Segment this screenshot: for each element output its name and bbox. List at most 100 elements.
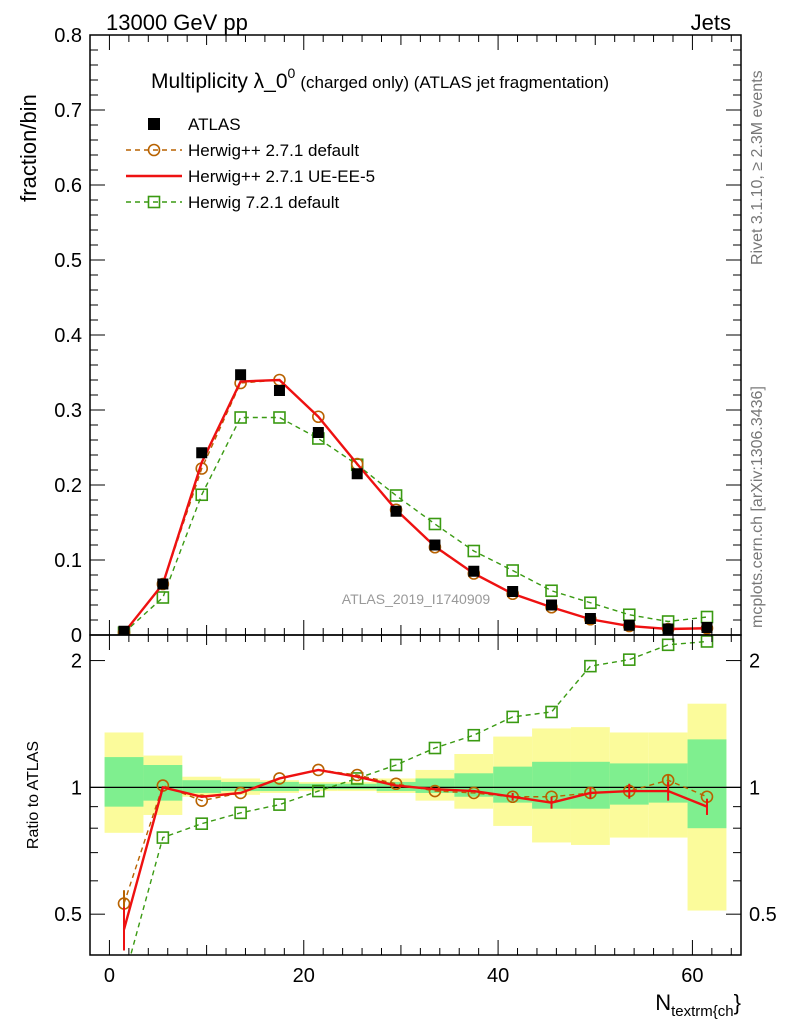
main-data-data-marker [662, 623, 674, 635]
ratio-band-inner [570, 761, 610, 809]
main-square-dashed-square-marker [234, 411, 247, 424]
ratio-y-axis: 0.5 0.5 1 1 2 2 [54, 651, 777, 927]
ratio-square-dashed-square-marker [584, 659, 597, 673]
main-y-tick-label: 0 [71, 625, 82, 647]
rivet-note: Rivet 3.1.10, ≥ 2.3M events [749, 70, 766, 265]
main-square-dashed-square-marker [389, 489, 403, 502]
main-y-tick-label: 0.5 [54, 250, 82, 272]
legend-item: Herwig 7.2.1 default [126, 193, 339, 212]
main-solid-line [123, 378, 708, 634]
ratio-band-inner [143, 765, 183, 801]
ratio-y-tick-label: 1 [71, 777, 82, 799]
main-square-dashed-square-marker [506, 564, 519, 577]
main-solid-series [123, 378, 708, 634]
watermark: ATLAS_2019_I1740909 [342, 591, 491, 607]
main-square-dashed-square-marker [273, 411, 286, 424]
legend-label: Herwig 7.2.1 default [188, 193, 339, 212]
ratio-band-inner [104, 757, 144, 807]
main-square-dashed-square-marker [584, 596, 597, 610]
main-y-tick-label: 0.2 [54, 475, 82, 497]
main-data-data-marker [118, 625, 130, 635]
main-data-data-marker [507, 586, 519, 597]
mcplots-note: mcplots.cern.ch [arXiv:1306.3436] [749, 386, 766, 628]
ratio-square-dashed-square-marker [234, 806, 247, 820]
main-square-dashed-square-marker [467, 544, 481, 558]
ratio-square-dashed-square-marker [545, 705, 558, 719]
main-square-dashed-square-marker [428, 517, 442, 531]
main-title-subtitle: (charged only) (ATLAS jet fragmentation) [300, 73, 609, 92]
legend-item: Herwig++ 2.7.1 UE-EE-5 [126, 167, 375, 186]
ratio-square-dashed-square-marker [467, 728, 481, 742]
ratio-y-tick-label: 0.5 [54, 904, 82, 926]
main-data-data-marker [623, 619, 635, 631]
main-data-data-marker [312, 427, 324, 438]
ratio-square-dashed-line [129, 640, 708, 955]
ratio-solid-series [122, 768, 708, 951]
x-axis-label-main: N [655, 990, 671, 1015]
main-y-tick-label: 0.8 [54, 25, 82, 47]
ratio-square-dashed-square-marker [506, 710, 519, 724]
main-data-data-marker [701, 622, 713, 633]
main-y-tick-label: 0.1 [54, 550, 82, 572]
ratio-square-dashed-square-marker [195, 817, 209, 830]
main-square-dashed-square-marker [545, 584, 558, 598]
ratio-band-inner [260, 781, 299, 792]
main-data-data-marker [157, 578, 169, 590]
main-y-tick-label: 0.4 [54, 325, 82, 347]
ratio-frame [89, 634, 742, 956]
main-square-dashed-line [123, 416, 708, 634]
main-data-data-marker [351, 468, 363, 480]
main-data-data-marker [235, 369, 247, 381]
main-data-data-marker [273, 385, 285, 396]
main-data-data-marker [390, 505, 402, 517]
main-square-dashed-square-marker [195, 488, 209, 502]
main-title-main: Multiplicity λ_0 [151, 70, 288, 93]
ratio-square-dashed-square-marker [428, 741, 442, 755]
header-right: Jets [691, 10, 731, 35]
ratio-square-dashed-series [129, 635, 714, 955]
main-title-text: Multiplicity λ_00 (charged only) (ATLAS j… [151, 65, 609, 93]
main-title: Multiplicity λ_00 (charged only) (ATLAS j… [151, 65, 609, 93]
main-data-data-marker [468, 565, 480, 577]
main-y-tick-label: 0.6 [54, 175, 82, 197]
ratio-x-tick-label: 60 [681, 965, 703, 987]
x-axis-label: Ntextrm{ch} [655, 990, 741, 1020]
main-plot-area [117, 369, 714, 635]
ratio-y-tick-label-right: 2 [749, 651, 760, 673]
ratio-x-tick-label: 20 [293, 965, 315, 987]
legend-square-marker [147, 195, 161, 209]
main-data-data-marker [429, 539, 441, 551]
legend-item: ATLAS [148, 115, 241, 134]
ratio-square-dashed-square-marker [312, 784, 325, 798]
ratio-square-dashed-square-marker [156, 831, 170, 844]
main-data-series [118, 369, 713, 635]
main-title-superscript: 0 [288, 65, 296, 81]
ratio-solid-line [122, 768, 708, 930]
ratio-x-axis: 0 20 40 60 [104, 635, 732, 987]
legend-data-marker [148, 118, 160, 130]
legend-label: Herwig++ 2.7.1 default [188, 141, 359, 160]
ratio-circle-dashed-circle-marker [195, 794, 209, 807]
x-axis-label-close: } [734, 990, 741, 1015]
x-axis-label-sub: textrm{ch [671, 1003, 734, 1020]
ratio-square-dashed-square-marker [661, 638, 675, 652]
main-x-axis [108, 35, 732, 635]
ratio-circle-dashed-circle-marker [428, 784, 442, 798]
ratio-square-dashed-square-marker [700, 635, 714, 648]
header-left: 13000 GeV pp [106, 10, 248, 35]
main-data-data-marker [196, 447, 208, 459]
ratio-square-dashed-square-marker [622, 653, 636, 666]
ratio-panel: 0.5 0.5 1 1 2 2 0 20 40 60 Ratio to ATLAS [25, 634, 777, 987]
legend-label: ATLAS [188, 115, 241, 134]
ratio-band-inner [337, 783, 377, 790]
ratio-square-dashed-square-marker [389, 758, 403, 772]
legend-label: Herwig++ 2.7.1 UE-EE-5 [188, 167, 375, 186]
main-circle-dashed-circle-marker [312, 410, 325, 424]
ratio-x-tick-label: 40 [487, 965, 509, 987]
main-y-label: fraction/bin [16, 94, 41, 202]
ratio-band-inner [182, 780, 222, 793]
ratio-square-dashed-square-marker [273, 798, 286, 811]
main-y-tick-label: 0.3 [54, 400, 82, 422]
ratio-y-tick-label: 2 [71, 651, 82, 673]
